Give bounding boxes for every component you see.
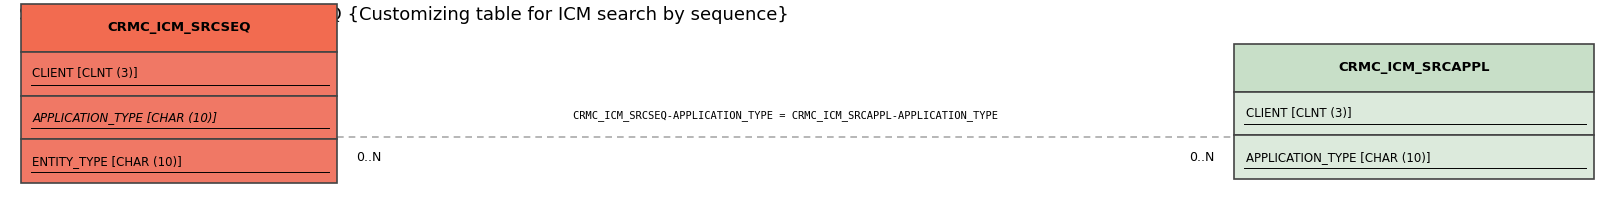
FancyBboxPatch shape — [1234, 44, 1594, 92]
Text: 0..N: 0..N — [1189, 151, 1215, 164]
Text: CRMC_ICM_SRCSEQ: CRMC_ICM_SRCSEQ — [107, 21, 251, 34]
FancyBboxPatch shape — [21, 139, 337, 183]
Text: APPLICATION_TYPE [CHAR (10)]: APPLICATION_TYPE [CHAR (10)] — [1246, 151, 1430, 164]
Text: SAP ABAP table CRMC_ICM_SRCSEQ {Customizing table for ICM search by sequence}: SAP ABAP table CRMC_ICM_SRCSEQ {Customiz… — [19, 6, 789, 24]
FancyBboxPatch shape — [1234, 92, 1594, 135]
Text: CRMC_ICM_SRCSEQ-APPLICATION_TYPE = CRMC_ICM_SRCAPPL-APPLICATION_TYPE: CRMC_ICM_SRCSEQ-APPLICATION_TYPE = CRMC_… — [573, 110, 998, 121]
FancyBboxPatch shape — [21, 52, 337, 96]
FancyBboxPatch shape — [1234, 135, 1594, 179]
Text: CRMC_ICM_SRCAPPL: CRMC_ICM_SRCAPPL — [1338, 61, 1490, 74]
FancyBboxPatch shape — [21, 4, 337, 52]
Text: APPLICATION_TYPE [CHAR (10)]: APPLICATION_TYPE [CHAR (10)] — [32, 111, 217, 124]
Text: ENTITY_TYPE [CHAR (10)]: ENTITY_TYPE [CHAR (10)] — [32, 155, 181, 168]
FancyBboxPatch shape — [21, 96, 337, 139]
Text: CLIENT [CLNT (3)]: CLIENT [CLNT (3)] — [32, 67, 138, 80]
Text: 0..N: 0..N — [356, 151, 382, 164]
Text: CLIENT [CLNT (3)]: CLIENT [CLNT (3)] — [1246, 107, 1351, 120]
